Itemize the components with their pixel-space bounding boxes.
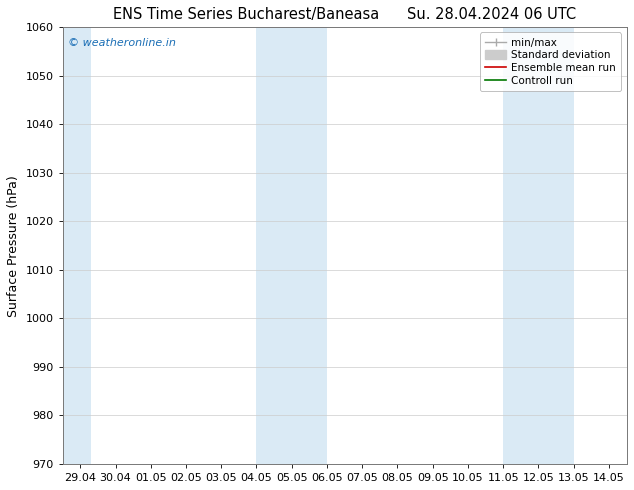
Bar [257, 27, 327, 464]
Bar [63, 27, 91, 464]
Bar [503, 27, 574, 464]
Text: © weatheronline.in: © weatheronline.in [68, 38, 176, 48]
Legend: min/max, Standard deviation, Ensemble mean run, Controll run: min/max, Standard deviation, Ensemble me… [480, 32, 621, 91]
Y-axis label: Surface Pressure (hPa): Surface Pressure (hPa) [7, 175, 20, 317]
Title: ENS Time Series Bucharest/Baneasa      Su. 28.04.2024 06 UTC: ENS Time Series Bucharest/Baneasa Su. 28… [113, 7, 576, 22]
